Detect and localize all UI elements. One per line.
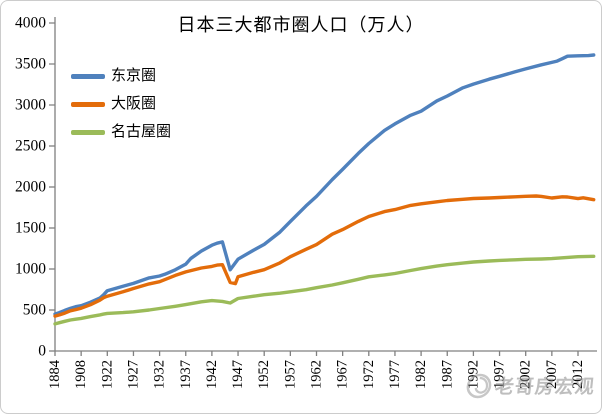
y-tick-label: 2000 (15, 179, 46, 196)
y-tick-label: 4000 (15, 15, 46, 32)
x-tick-label: 1987 (439, 360, 455, 389)
series-line-nagoya (53, 254, 596, 326)
legend-item-nagoya: 名古屋圈 (71, 123, 171, 141)
y-tick-label: 3500 (15, 56, 46, 73)
x-tick-label: 2002 (518, 360, 534, 389)
chart-title: 日本三大都市圈人口（万人） (177, 15, 425, 35)
legend-swatch-tokyo (71, 73, 105, 79)
legend-item-tokyo: 东京圈 (71, 67, 171, 85)
y-tick-label: 1000 (15, 261, 46, 278)
legend: 东京圈 大阪圈 名古屋圈 (71, 67, 171, 141)
y-tick-label: 2500 (15, 138, 46, 155)
series-line-tokyo (53, 53, 596, 316)
x-tick-label: 2007 (544, 360, 560, 389)
x-tick-label: 1908 (73, 360, 89, 389)
x-tick-label: 1947 (230, 360, 246, 389)
x-tick-label: 2012 (570, 360, 586, 389)
x-tick-label: 1977 (387, 360, 403, 389)
legend-item-osaka: 大阪圈 (71, 95, 171, 113)
x-tick-label: 1884 (47, 359, 63, 389)
y-tick-label: 1500 (15, 220, 46, 237)
x-tick-label: 1982 (413, 360, 429, 389)
legend-swatch-nagoya (71, 129, 105, 135)
x-tick-label: 1957 (282, 360, 298, 389)
x-tick-label: 1967 (335, 360, 351, 389)
y-tick-label: 3000 (15, 97, 46, 114)
y-tick-label: 0 (38, 343, 46, 360)
x-tick-label: 1927 (125, 360, 141, 389)
y-tick-label: 500 (23, 302, 47, 319)
x-tick-label: 1942 (204, 360, 220, 389)
legend-label-nagoya: 名古屋圈 (111, 124, 172, 140)
x-tick-label: 1922 (99, 360, 115, 389)
x-tick-label: 1997 (492, 360, 508, 389)
x-tick-label: 1962 (309, 360, 325, 389)
x-tick-label: 1937 (178, 360, 194, 389)
series-line-osaka (53, 194, 596, 318)
x-tick-label: 1932 (152, 360, 168, 389)
legend-swatch-osaka (71, 101, 105, 107)
x-tick-label: 1992 (465, 360, 481, 389)
x-tick-label: 1952 (256, 360, 272, 389)
x-tick-label: 1972 (361, 360, 377, 389)
legend-label-osaka: 大阪圈 (111, 96, 157, 112)
legend-label-tokyo: 东京圈 (111, 68, 157, 84)
